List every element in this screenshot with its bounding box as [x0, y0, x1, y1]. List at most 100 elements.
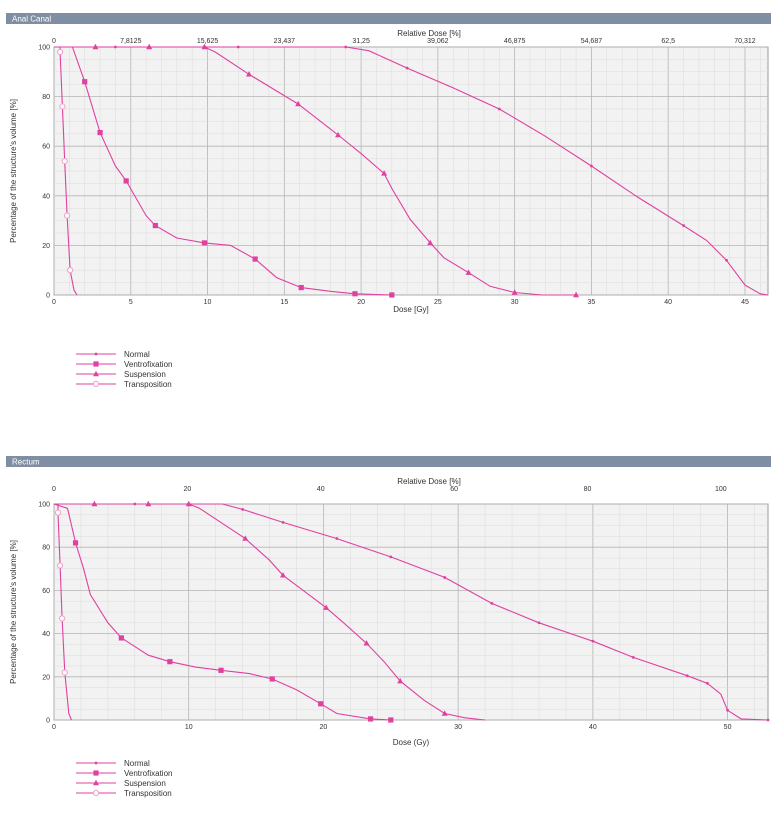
- data-point: [295, 100, 302, 107]
- data-point: [352, 291, 358, 297]
- data-point: [61, 157, 68, 165]
- data-point: [389, 555, 393, 559]
- chart-title-bar: [6, 13, 771, 24]
- y-tick-label: 80: [42, 94, 50, 101]
- y-tick-label: 20: [42, 243, 50, 250]
- y-tick-label: 60: [42, 144, 50, 151]
- data-point: [363, 640, 370, 646]
- data-point: [443, 576, 447, 579]
- legend-marker: [92, 789, 100, 797]
- x2-tick-label: 40: [317, 486, 325, 493]
- data-point: [323, 604, 330, 610]
- legend-label: Normal: [124, 759, 150, 768]
- data-point: [631, 655, 635, 659]
- series-line: [54, 503, 769, 721]
- data-point: [242, 535, 249, 541]
- data-point: [766, 718, 770, 722]
- series-suspension: [54, 500, 486, 721]
- data-point: [123, 178, 129, 184]
- data-point: [497, 107, 501, 111]
- y-tick-label: 20: [42, 674, 50, 681]
- y-tick-label: 40: [42, 193, 50, 200]
- legend-marker: [93, 361, 99, 367]
- y-tick-label: 0: [46, 293, 50, 300]
- x-tick-label: 20: [320, 724, 328, 731]
- data-point: [590, 164, 593, 168]
- x-tick-label: 35: [588, 299, 596, 306]
- legend-marker: [93, 370, 99, 377]
- x2-tick-label: 60: [450, 486, 458, 493]
- y-tick-label: 100: [38, 45, 50, 52]
- y-axis-label: Percentage of the structure's volume [%]: [9, 99, 18, 243]
- x-tick-label: 50: [724, 724, 732, 731]
- data-point: [61, 669, 68, 676]
- data-point: [201, 43, 208, 50]
- x2-tick-label: 100: [715, 486, 727, 493]
- data-point: [441, 710, 448, 716]
- y-tick-label: 100: [38, 502, 50, 509]
- legend-label: Suspension: [124, 779, 166, 788]
- legend-label: Ventrofixation: [124, 769, 172, 778]
- x2-tick-label: 62,5: [661, 38, 675, 45]
- legend: NormalVentrofixationSuspensionTransposit…: [76, 759, 172, 798]
- anal-canal-chart: Anal Canal 0 5 10 15 20 25 30 35 40 45 0 20 40 60 80 100…: [6, 13, 771, 389]
- data-point: [389, 292, 395, 298]
- x2-tick-label: 39,062: [427, 38, 449, 45]
- series-ventrofixation: [54, 46, 395, 298]
- series-transposition: [54, 504, 73, 721]
- data-point: [381, 170, 388, 176]
- legend-marker: [94, 761, 98, 765]
- x2-tick-label: 7,8125: [120, 38, 142, 45]
- x2-tick-label: 23,437: [274, 38, 296, 45]
- data-point: [118, 635, 124, 641]
- legend: NormalVentrofixationSuspensionTransposit…: [76, 350, 172, 389]
- data-point: [682, 224, 685, 227]
- x-tick-label: 40: [664, 299, 672, 306]
- legend-label: Transposition: [124, 380, 172, 389]
- data-point: [218, 667, 224, 673]
- data-point: [269, 676, 275, 682]
- data-point: [201, 240, 208, 246]
- chart-title: Anal Canal: [12, 15, 51, 24]
- data-point: [185, 500, 192, 507]
- grid: [53, 503, 768, 721]
- x-tick-label: 20: [357, 299, 365, 306]
- x-tick-label: 0: [52, 299, 56, 306]
- y-tick-label: 40: [42, 631, 50, 638]
- data-point: [281, 520, 285, 524]
- data-point: [246, 71, 253, 77]
- data-point: [280, 572, 287, 578]
- x2-tick-label: 15,625: [197, 38, 219, 45]
- data-point: [685, 674, 689, 678]
- data-point: [465, 269, 472, 275]
- grid: [53, 46, 768, 296]
- x2-tick-label: 80: [584, 486, 592, 493]
- y-tick-label: 0: [46, 718, 50, 725]
- legend-marker: [93, 770, 99, 776]
- x-tick-label: 45: [741, 299, 749, 306]
- data-point: [335, 131, 342, 138]
- y-tick-label: 60: [42, 588, 50, 595]
- data-point: [59, 103, 66, 110]
- data-point: [427, 239, 434, 246]
- data-point: [511, 289, 518, 295]
- x2-tick-label: 20: [183, 486, 191, 493]
- x2-tick-label: 54,687: [581, 38, 603, 45]
- data-point: [54, 509, 62, 516]
- y-axis-label: Percentage of the structure's volume [%]: [9, 540, 18, 684]
- data-point: [145, 500, 152, 507]
- data-point: [82, 79, 88, 85]
- data-point: [236, 45, 240, 49]
- x2-tick-label: 31,25: [352, 38, 370, 45]
- x-tick-label: 10: [185, 724, 193, 731]
- y-tick-label: 80: [42, 545, 50, 552]
- x-tick-label: 0: [52, 724, 56, 731]
- data-point: [388, 717, 394, 723]
- legend-marker: [92, 380, 100, 388]
- legend-label: Suspension: [124, 370, 166, 379]
- x-tick-label: 30: [454, 724, 462, 731]
- legend-label: Normal: [124, 350, 150, 359]
- data-point: [91, 500, 98, 507]
- data-point: [167, 659, 173, 665]
- data-point: [298, 284, 304, 291]
